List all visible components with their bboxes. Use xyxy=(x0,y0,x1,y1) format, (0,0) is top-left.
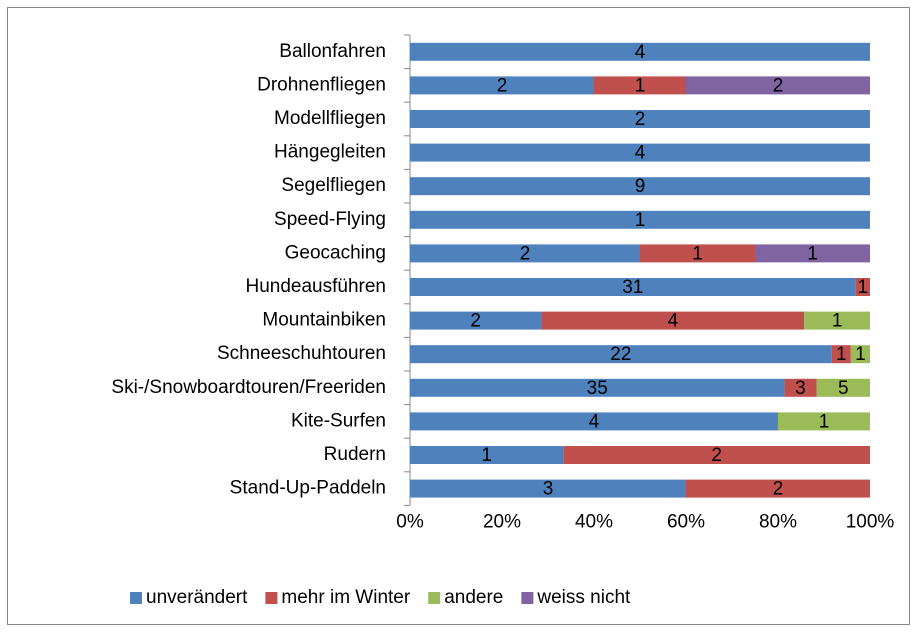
data-label: 4 xyxy=(635,42,646,63)
data-label: 3 xyxy=(543,479,554,500)
bar-segment xyxy=(410,412,778,431)
data-label: 1 xyxy=(836,344,847,365)
bar-segment xyxy=(410,378,785,397)
y-tick-label: Hundeausführen xyxy=(246,276,387,297)
legend-label: weiss nicht xyxy=(536,587,631,608)
legend-label: mehr im Winter xyxy=(281,587,410,608)
bar-segment xyxy=(410,76,594,95)
y-tick-label: Ski-/Snowboardtouren/Freeriden xyxy=(111,377,386,398)
data-label: 22 xyxy=(610,344,631,365)
x-tick-label: 20% xyxy=(483,511,521,532)
legend-label: andere xyxy=(444,587,503,608)
bar-segment xyxy=(410,42,870,61)
bar-segment xyxy=(410,244,640,263)
bar-segment xyxy=(850,345,870,364)
y-tick-label: Schneeschuhtouren xyxy=(217,343,386,364)
data-label: 2 xyxy=(635,109,646,130)
data-label: 1 xyxy=(855,344,866,365)
x-tick-label: 40% xyxy=(575,511,613,532)
legend-swatch xyxy=(130,592,142,604)
data-label: 35 xyxy=(587,378,608,399)
data-label: 3 xyxy=(795,378,806,399)
y-tick-label: Geocaching xyxy=(285,242,386,263)
y-tick-label: Stand-Up-Paddeln xyxy=(230,478,386,499)
legend-swatch xyxy=(521,592,534,604)
bar-segment xyxy=(686,479,870,498)
data-label: 1 xyxy=(832,311,843,332)
y-tick-label: Hängegleiten xyxy=(274,142,386,163)
data-label: 5 xyxy=(838,378,849,399)
data-label: 1 xyxy=(858,277,869,298)
bar-segment xyxy=(640,244,755,263)
y-tick-label: Drohnenfliegen xyxy=(257,74,386,95)
x-tick-label: 60% xyxy=(667,511,705,532)
x-tick-label: 100% xyxy=(846,511,895,532)
y-tick-label: Ballonfahren xyxy=(279,41,386,62)
legend-swatch xyxy=(265,592,278,604)
data-label: 31 xyxy=(622,277,643,298)
bar-segment xyxy=(410,177,870,196)
x-tick-label: 0% xyxy=(396,511,424,532)
data-label: 2 xyxy=(773,75,784,96)
bar-segment xyxy=(831,345,851,364)
bar-segment xyxy=(410,143,870,162)
bar-segment xyxy=(686,76,870,95)
bar-segment xyxy=(594,76,686,95)
bar-segment xyxy=(410,210,870,229)
data-label: 1 xyxy=(635,75,646,96)
data-label: 4 xyxy=(668,311,679,332)
bar-segment xyxy=(804,311,870,330)
data-label: 1 xyxy=(819,411,830,432)
bar-segment xyxy=(755,244,870,263)
bar-segment xyxy=(410,345,832,364)
y-tick-label: Kite-Surfen xyxy=(291,410,386,431)
bar-segment xyxy=(410,479,686,498)
bar-segment xyxy=(816,378,870,397)
y-tick-label: Segelfliegen xyxy=(281,175,386,196)
bar-segment xyxy=(410,278,856,296)
data-label: 1 xyxy=(481,445,492,466)
bar-segment xyxy=(410,446,564,464)
data-label: 2 xyxy=(497,75,508,96)
data-label: 1 xyxy=(807,243,818,264)
data-label: 4 xyxy=(635,143,646,164)
data-label: 1 xyxy=(635,210,646,231)
y-tick-label: Modellfliegen xyxy=(274,108,386,129)
bar-segment xyxy=(541,311,805,330)
data-label: 1 xyxy=(692,243,703,264)
legend-swatch xyxy=(428,592,441,604)
data-label: 2 xyxy=(520,243,531,264)
y-tick-label: Speed-Flying xyxy=(274,209,386,230)
data-label: 2 xyxy=(470,311,481,332)
bar-segment xyxy=(563,446,870,464)
bar-segment xyxy=(410,110,870,128)
bar-segment xyxy=(855,278,870,296)
y-tick-label: Rudern xyxy=(324,444,386,465)
bar-segment xyxy=(784,378,817,397)
legend-label: unverändert xyxy=(146,587,248,608)
bar-segment xyxy=(778,412,870,431)
bar-segment xyxy=(410,311,542,330)
data-label: 4 xyxy=(589,411,600,432)
data-label: 9 xyxy=(635,176,646,197)
y-tick-label: Mountainbiken xyxy=(262,310,386,331)
x-tick-label: 80% xyxy=(759,511,797,532)
data-label: 2 xyxy=(773,479,784,500)
data-label: 2 xyxy=(711,445,722,466)
